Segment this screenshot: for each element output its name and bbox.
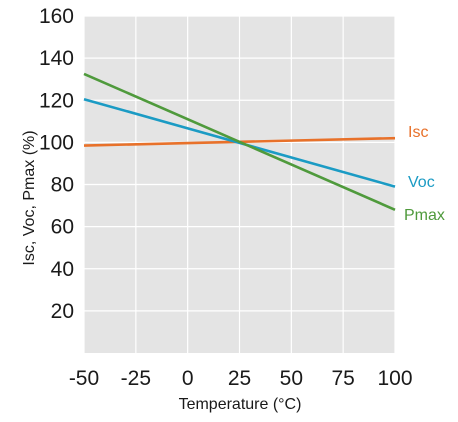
x-tick-labels: -50 -25 0 25 50 75 100 — [69, 367, 413, 390]
series-label-voc: Voc — [408, 174, 435, 191]
x-axis-title: Temperature (°C) — [179, 396, 302, 413]
series-line-pmax — [83, 72, 396, 211]
grid-lines — [83, 15, 396, 353]
y-tick-label: 60 — [51, 216, 74, 239]
series-lines — [83, 72, 396, 211]
series-labels: Isc Voc Pmax — [404, 124, 445, 224]
x-tick-label: 100 — [377, 367, 412, 390]
y-tick-label: 140 — [39, 47, 74, 70]
y-tick-label: 40 — [51, 258, 74, 281]
series-label-isc: Isc — [408, 124, 428, 141]
x-tick-label: 50 — [280, 367, 303, 390]
y-tick-label: 20 — [51, 300, 74, 323]
x-tick-label: 25 — [228, 367, 251, 390]
y-axis-title: Isc, Voc, Pmax (%) — [21, 130, 38, 265]
y-tick-label: 160 — [39, 5, 74, 28]
x-tick-label: 0 — [182, 367, 194, 390]
series-label-pmax: Pmax — [404, 207, 445, 224]
x-tick-label: 75 — [331, 367, 354, 390]
y-tick-labels: 20 40 60 80 100 120 140 160 — [39, 5, 74, 323]
y-tick-label: 100 — [39, 131, 74, 154]
y-tick-label: 80 — [51, 174, 74, 197]
y-tick-label: 120 — [39, 89, 74, 112]
x-tick-label: -25 — [121, 367, 151, 390]
x-tick-label: -50 — [69, 367, 99, 390]
